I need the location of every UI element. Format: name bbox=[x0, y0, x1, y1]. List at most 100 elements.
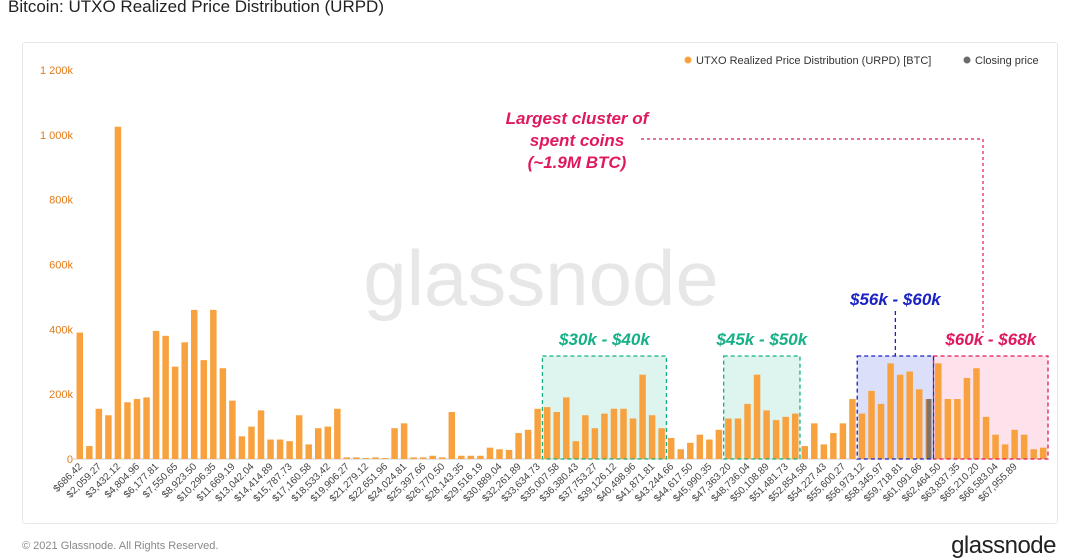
bar-66 bbox=[706, 439, 713, 459]
bar-101 bbox=[1039, 447, 1047, 459]
region-border-4 bbox=[932, 355, 1049, 460]
bar-1 bbox=[86, 446, 93, 459]
bar-39 bbox=[448, 411, 456, 459]
bar-59 bbox=[639, 374, 646, 459]
bar-46 bbox=[515, 433, 522, 459]
annotation-line-2: spent coins bbox=[530, 131, 624, 150]
bar-86 bbox=[896, 374, 904, 459]
closing-price-bar bbox=[926, 399, 932, 459]
y-tick-label-0: 0 bbox=[67, 454, 73, 466]
region-fill-4 bbox=[933, 356, 1048, 459]
legend-closing-label: Closing price bbox=[975, 55, 1039, 67]
bar-78 bbox=[820, 444, 828, 459]
bar-53 bbox=[582, 415, 589, 459]
bar-43 bbox=[486, 447, 494, 459]
bar-2 bbox=[95, 408, 103, 459]
region-label-2: $45k - $50k bbox=[715, 330, 808, 349]
bar-28 bbox=[343, 457, 351, 459]
annotation-group: Largest cluster of spent coins (~1.9M BT… bbox=[506, 109, 984, 333]
region-label-1: $30k - $40k bbox=[558, 330, 651, 349]
bar-40 bbox=[458, 455, 465, 459]
bar-62 bbox=[667, 437, 675, 459]
bar-88 bbox=[915, 389, 923, 459]
bar-24 bbox=[305, 444, 312, 459]
legend-urpd-marker bbox=[684, 56, 692, 64]
bar-19 bbox=[257, 410, 265, 459]
legend-urpd-label: UTXO Realized Price Distribution (URPD) … bbox=[696, 55, 931, 67]
watermark: glassnode bbox=[363, 234, 719, 322]
bar-41 bbox=[467, 455, 475, 459]
legend: UTXO Realized Price Distribution (URPD) … bbox=[684, 55, 1039, 67]
bar-57 bbox=[620, 408, 627, 459]
bar-13 bbox=[200, 360, 208, 459]
bar-3 bbox=[105, 415, 112, 459]
region-border-2 bbox=[723, 355, 801, 460]
bar-14 bbox=[210, 309, 217, 459]
bar-26 bbox=[324, 426, 332, 459]
bar-35 bbox=[410, 457, 417, 459]
bar-67 bbox=[715, 429, 723, 459]
bar-56 bbox=[610, 408, 618, 459]
bar-85 bbox=[887, 363, 894, 459]
bar-10 bbox=[171, 366, 179, 459]
bar-87 bbox=[906, 371, 913, 459]
bar-18 bbox=[248, 426, 255, 459]
region-label-4: $60k - $68k bbox=[944, 330, 1037, 349]
legend-closing-marker bbox=[963, 56, 971, 64]
bar-4 bbox=[114, 126, 122, 460]
bar-48 bbox=[534, 408, 541, 459]
region-borders-group: $30k - $40k $45k - $50k $56k - $60k $60k - … bbox=[541, 290, 1049, 460]
bar-81 bbox=[849, 399, 856, 459]
bar-94 bbox=[973, 368, 980, 459]
bar-25 bbox=[315, 428, 322, 459]
annotation-line-1: Largest cluster of bbox=[506, 109, 651, 128]
bar-99 bbox=[1020, 434, 1028, 459]
bar-84 bbox=[877, 403, 885, 459]
bar-49 bbox=[543, 407, 551, 459]
bar-44 bbox=[496, 449, 503, 459]
bar-22 bbox=[286, 441, 293, 459]
bar-51 bbox=[563, 397, 570, 459]
bar-34 bbox=[400, 423, 408, 459]
bar-72 bbox=[763, 410, 770, 459]
bar-0 bbox=[76, 332, 84, 459]
chart-panel: glassnode 0 200k 400k 600k 800k 1 000k 1 200k … bbox=[22, 42, 1058, 524]
bar-90 bbox=[935, 363, 942, 459]
bar-15 bbox=[219, 368, 227, 459]
bar-63 bbox=[677, 449, 684, 459]
bar-21 bbox=[276, 439, 284, 459]
bar-79 bbox=[830, 433, 837, 459]
bar-27 bbox=[334, 408, 341, 459]
bar-16 bbox=[229, 400, 236, 459]
bar-82 bbox=[858, 413, 866, 459]
bar-38 bbox=[439, 457, 446, 459]
page-title: Bitcoin: UTXO Realized Price Distributio… bbox=[8, 0, 384, 16]
bar-9 bbox=[162, 335, 169, 459]
bar-92 bbox=[954, 399, 961, 459]
y-tick-label-5: 1 000k bbox=[40, 130, 74, 142]
bar-96 bbox=[992, 434, 999, 459]
bar-55 bbox=[601, 413, 608, 459]
bar-70 bbox=[744, 403, 751, 459]
bar-91 bbox=[944, 399, 952, 459]
bar-61 bbox=[658, 428, 665, 459]
bar-73 bbox=[772, 420, 780, 459]
bar-32 bbox=[381, 458, 389, 459]
bar-95 bbox=[982, 416, 990, 459]
bar-75 bbox=[791, 413, 799, 459]
bar-17 bbox=[238, 436, 246, 459]
bar-7 bbox=[143, 397, 150, 459]
bar-58 bbox=[629, 418, 637, 459]
bar-76 bbox=[801, 446, 808, 459]
footer-logo: glassnode bbox=[951, 532, 1056, 559]
y-tick-label-3: 600k bbox=[49, 260, 73, 272]
bar-50 bbox=[553, 411, 560, 459]
bar-69 bbox=[734, 418, 742, 459]
bar-12 bbox=[190, 309, 198, 459]
bar-64 bbox=[687, 442, 694, 459]
annotation-leader-line bbox=[641, 138, 984, 333]
bar-65 bbox=[696, 434, 704, 459]
bar-8 bbox=[152, 330, 160, 459]
x-axis: $686.42$2,059.27$3,432.12$4,804.96$6,177… bbox=[52, 461, 1020, 504]
